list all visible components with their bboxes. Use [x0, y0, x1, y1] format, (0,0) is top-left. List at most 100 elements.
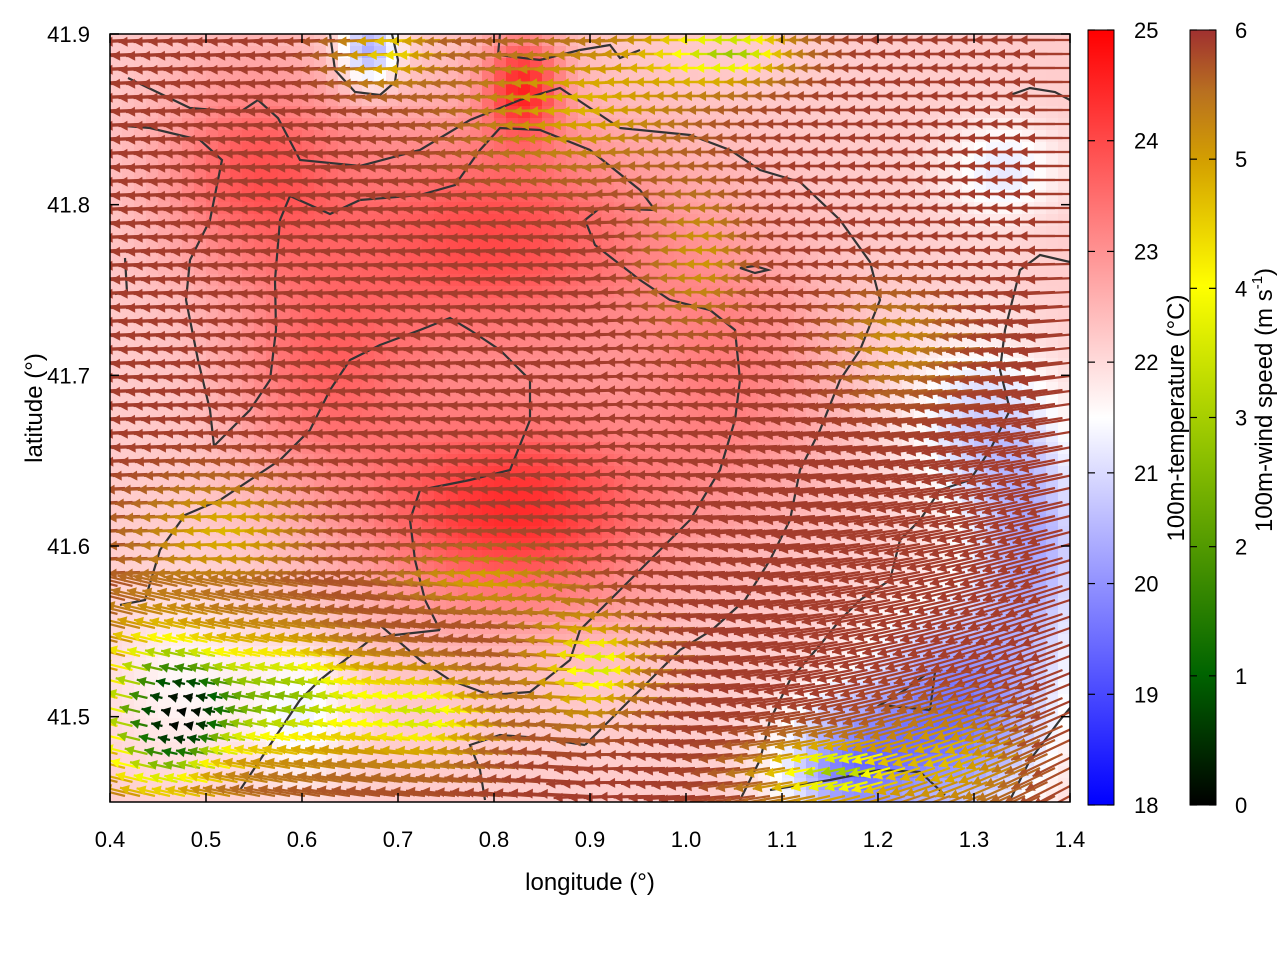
heatmap-cell	[254, 406, 267, 419]
heatmap-cell	[278, 682, 291, 695]
heatmap-cell	[122, 682, 135, 695]
heatmap-cell	[974, 106, 987, 119]
heatmap-cell	[194, 682, 207, 695]
heatmap-cell	[122, 502, 135, 515]
heatmap-cell	[146, 670, 159, 683]
heatmap-cell	[1034, 190, 1047, 203]
heatmap-cell	[338, 238, 351, 251]
heatmap-cell	[1034, 166, 1047, 179]
heatmap-cell	[278, 70, 291, 83]
heatmap-cell	[662, 46, 675, 59]
heatmap-cell	[650, 274, 663, 287]
heatmap-cell	[134, 706, 147, 719]
heatmap-cell	[218, 322, 231, 335]
heatmap-cell	[278, 238, 291, 251]
heatmap-cell	[278, 322, 291, 335]
heatmap-cell	[650, 238, 663, 251]
heatmap-cell	[314, 238, 327, 251]
heatmap-cell	[614, 274, 627, 287]
heatmap-cell	[170, 706, 183, 719]
heatmap-cell	[134, 154, 147, 167]
heatmap-cell	[302, 490, 315, 503]
heatmap-cell	[1046, 70, 1059, 83]
heatmap-cell	[1034, 214, 1047, 227]
heatmap-cell	[158, 238, 171, 251]
heatmap-cell	[494, 70, 507, 83]
heatmap-cell	[614, 322, 627, 335]
plot-area	[110, 34, 1070, 802]
heatmap-cell	[794, 190, 807, 203]
heatmap-cell	[326, 70, 339, 83]
heatmap-cell	[134, 406, 147, 419]
heatmap-cell	[254, 322, 267, 335]
heatmap-cell	[302, 70, 315, 83]
heatmap-cell	[314, 82, 327, 95]
heatmap-cell	[254, 682, 267, 695]
heatmap-cell	[278, 154, 291, 167]
heatmap-cell	[974, 190, 987, 203]
heatmap-cell	[1034, 106, 1047, 119]
heatmap-cell	[158, 154, 171, 167]
heatmap-cell	[1034, 130, 1047, 143]
heatmap-cell	[254, 238, 267, 251]
heatmap-cell	[614, 382, 627, 395]
heatmap-cell	[194, 490, 207, 503]
heatmap-cell	[242, 490, 255, 503]
heatmap-cell	[122, 766, 135, 779]
heatmap-cell	[854, 106, 867, 119]
heatmap-cell	[254, 154, 267, 167]
heatmap-cell	[158, 70, 171, 83]
heatmap-cell	[158, 718, 171, 731]
heatmap-cell	[266, 490, 279, 503]
heatmap-cell	[158, 322, 171, 335]
heatmap-cell	[146, 682, 159, 695]
heatmap-cell	[218, 406, 231, 419]
heatmap-cell	[134, 70, 147, 83]
heatmap-cell	[194, 322, 207, 335]
heatmap-cell	[206, 682, 219, 695]
heatmap-cell	[218, 238, 231, 251]
heatmap-cell	[134, 322, 147, 335]
heatmap-cell	[338, 322, 351, 335]
heatmap-cell	[326, 490, 339, 503]
heatmap-cell	[338, 70, 351, 83]
heatmap-cell	[350, 70, 363, 83]
heatmap-cell	[914, 190, 927, 203]
heatmap-cell	[278, 406, 291, 419]
heatmap-cell	[158, 406, 171, 419]
heatmap-cell	[122, 490, 135, 503]
heatmap-cell	[290, 682, 303, 695]
heatmap-cell	[614, 298, 627, 311]
heatmap-cell	[242, 682, 255, 695]
heatmap-cell	[158, 502, 171, 515]
heatmap-cell	[182, 670, 195, 683]
heatmap-cell	[338, 682, 351, 695]
heatmap-cell	[854, 190, 867, 203]
heatmap-cell	[362, 70, 375, 83]
heatmap-cell	[698, 46, 711, 59]
heatmap-cell	[794, 106, 807, 119]
heatmap-cell	[194, 70, 207, 83]
heatmap-cell	[1046, 46, 1059, 59]
heatmap-cell	[290, 490, 303, 503]
heatmap-cell	[326, 682, 339, 695]
heatmap-cell	[218, 682, 231, 695]
heatmap-cell	[914, 106, 927, 119]
heatmap-cell	[1034, 46, 1047, 59]
heatmap-cell	[134, 490, 147, 503]
heatmap-cell	[314, 322, 327, 335]
heatmap-cell	[254, 70, 267, 83]
heatmap-cell	[194, 406, 207, 419]
heatmap-cell	[338, 406, 351, 419]
heatmap-cell	[182, 490, 195, 503]
heatmap-cell	[338, 490, 351, 503]
heatmap-cell	[1034, 238, 1047, 251]
heatmap-cell	[1034, 322, 1047, 335]
heatmap-cell	[1034, 154, 1047, 167]
heatmap-cell	[134, 238, 147, 251]
heatmap-cell	[314, 70, 327, 83]
heatmap-cell	[1034, 70, 1047, 83]
heatmap-cell	[230, 682, 243, 695]
